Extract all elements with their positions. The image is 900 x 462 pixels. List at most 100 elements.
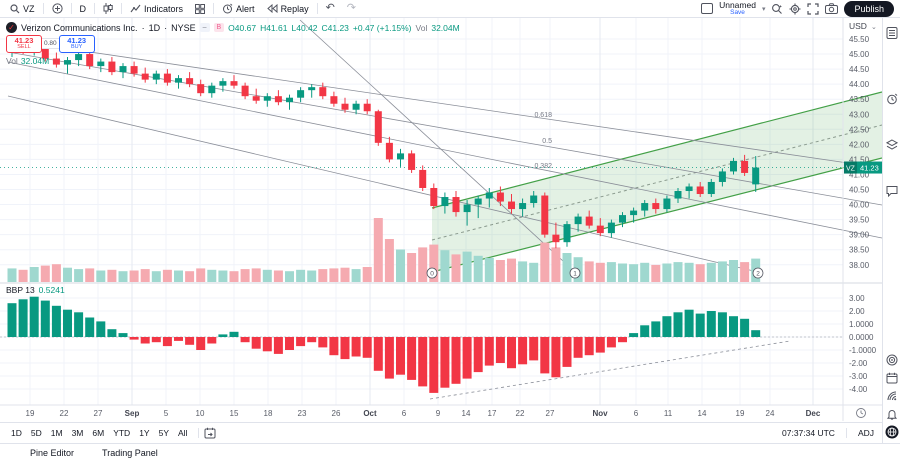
candle-down	[585, 216, 593, 226]
candle-up	[286, 97, 293, 103]
snapshot-camera-icon[interactable]	[825, 3, 839, 14]
chart-area[interactable]: 0.618 0.5 0.382 0 1 2 19 22 27 Sep 5 10 15 18 23 26 Oct 6…	[0, 18, 882, 422]
bbp-bar	[40, 300, 50, 337]
candle-down	[130, 66, 138, 74]
bbp-bar	[63, 309, 72, 337]
bbp-bar	[185, 337, 195, 345]
compare-button[interactable]	[48, 2, 67, 15]
symbol-legend[interactable]: ✓ Verizon Communications Inc. · 1D · NYS…	[6, 22, 460, 33]
range-1m[interactable]: 1M	[50, 428, 63, 438]
symbol-search-button[interactable]: VZ	[6, 3, 39, 15]
range-6m[interactable]: 6M	[92, 428, 105, 438]
chart-style-button[interactable]	[99, 2, 117, 15]
candle-up	[674, 191, 682, 199]
legend-exchange[interactable]: NYSE	[171, 22, 196, 33]
time-axis-label: 6	[634, 409, 639, 418]
range-3m[interactable]: 3M	[71, 428, 84, 438]
layout-name-button[interactable]: Unnamed Save	[719, 1, 756, 16]
bbp-indicator-legend[interactable]: BBP 13 0.5241	[6, 285, 65, 295]
object-tree-icon[interactable]	[883, 136, 900, 154]
range-5d[interactable]: 5D	[30, 428, 42, 438]
currency-selector[interactable]: USD	[849, 21, 867, 31]
notifications-bell-icon[interactable]	[883, 405, 900, 423]
bbp-bar	[351, 337, 361, 357]
volume-bar	[74, 269, 84, 282]
chat-icon[interactable]	[883, 182, 900, 200]
trend-line[interactable]	[7, 95, 759, 273]
drawing-anchor-marker[interactable]	[569, 267, 581, 279]
volume-bar	[507, 258, 516, 282]
range-1d[interactable]: 1D	[11, 428, 22, 438]
drawing-anchor-marker[interactable]	[752, 267, 764, 279]
candle-down	[241, 85, 249, 97]
go-to-date-icon[interactable]	[204, 427, 216, 439]
bbp-bar	[606, 337, 616, 348]
alerts-icon[interactable]	[883, 90, 900, 108]
publish-button[interactable]: Publish	[844, 0, 894, 17]
interval-button[interactable]: D	[76, 3, 91, 15]
volume-bar	[373, 218, 383, 282]
time-axis-label: 22	[60, 409, 69, 418]
session-clock-icon[interactable]	[856, 408, 866, 418]
volume-bar	[518, 261, 528, 282]
pine-editor-tab[interactable]: Pine Editor	[30, 448, 75, 458]
range-all[interactable]: All	[178, 428, 188, 438]
candle-down	[408, 153, 416, 170]
search-icon	[10, 3, 20, 14]
undo-button[interactable]: ↶	[322, 2, 339, 15]
bbp-bar	[740, 318, 750, 337]
trend-line[interactable]	[7, 39, 882, 169]
range-ytd[interactable]: YTD	[113, 428, 131, 438]
volume-bar	[618, 263, 627, 282]
candle-up	[718, 171, 726, 182]
clock-utc[interactable]: 07:37:34 UTC	[782, 428, 835, 438]
legend-interval[interactable]: 1D	[148, 22, 161, 33]
volume-legend[interactable]: Vol 32.04M	[6, 56, 49, 66]
volume-bar	[229, 271, 239, 282]
chart-canvas[interactable]: 0.618 0.5 0.382 0 1 2 19 22 27 Sep 5 10 15 18 23 26 Oct 6…	[0, 18, 882, 422]
broker-badge[interactable]: B	[213, 23, 225, 32]
trade-buttons: 41.23 SELL 0.80 41.23 BUY	[6, 35, 95, 53]
sell-button[interactable]: 41.23 SELL	[6, 35, 42, 53]
legend-collapse-badge[interactable]: –	[199, 23, 210, 32]
volume-bar	[196, 268, 206, 282]
price-tick-label: 38.50	[849, 246, 870, 255]
trend-line[interactable]	[7, 61, 882, 239]
alert-button[interactable]: Alert	[218, 2, 259, 15]
trading-panel-tab[interactable]: Trading Panel	[102, 448, 158, 458]
symbol-title[interactable]: Verizon Communications Inc.	[21, 22, 138, 33]
drawing-anchor-marker[interactable]	[426, 267, 438, 279]
chevron-down-icon[interactable]: ▾	[761, 5, 766, 13]
price-tick-label: 39.50	[849, 216, 870, 225]
adjust-toggle[interactable]: ADJ	[857, 428, 874, 438]
calendar-icon[interactable]	[883, 369, 900, 387]
markets-globe-icon[interactable]	[883, 423, 900, 441]
range-1y[interactable]: 1Y	[139, 428, 150, 438]
replay-icon	[266, 4, 278, 13]
fullscreen-icon[interactable]	[807, 2, 820, 15]
bbp-bar	[218, 334, 228, 337]
quick-search-icon[interactable]	[771, 3, 783, 15]
redo-button[interactable]: ↷	[343, 2, 360, 15]
range-5y[interactable]: 5Y	[158, 428, 169, 438]
plus-circle-icon	[51, 3, 63, 14]
indicator-templates-button[interactable]	[191, 3, 209, 15]
volume-bar	[340, 267, 350, 282]
help-center-icon[interactable]	[883, 351, 900, 369]
bbp-bar	[684, 309, 694, 337]
indicators-button[interactable]: Indicators	[126, 3, 187, 15]
volume-value: 32.04M	[20, 56, 50, 66]
ideas-stream-icon[interactable]	[883, 387, 900, 405]
watchlist-icon[interactable]	[883, 24, 900, 42]
bbp-bar	[384, 337, 394, 379]
bbp-bar	[273, 337, 283, 354]
bbp-bar	[440, 337, 450, 388]
trend-line[interactable]	[299, 19, 576, 273]
layout-panel-icon[interactable]	[701, 3, 714, 14]
settings-gear-icon[interactable]	[789, 3, 801, 15]
buy-button[interactable]: 41.23 BUY	[58, 35, 95, 53]
candle-up	[607, 222, 615, 234]
save-layout-link[interactable]: Save	[730, 8, 745, 16]
bbp-trend-line[interactable]	[429, 340, 791, 400]
replay-button[interactable]: Replay	[263, 3, 313, 15]
